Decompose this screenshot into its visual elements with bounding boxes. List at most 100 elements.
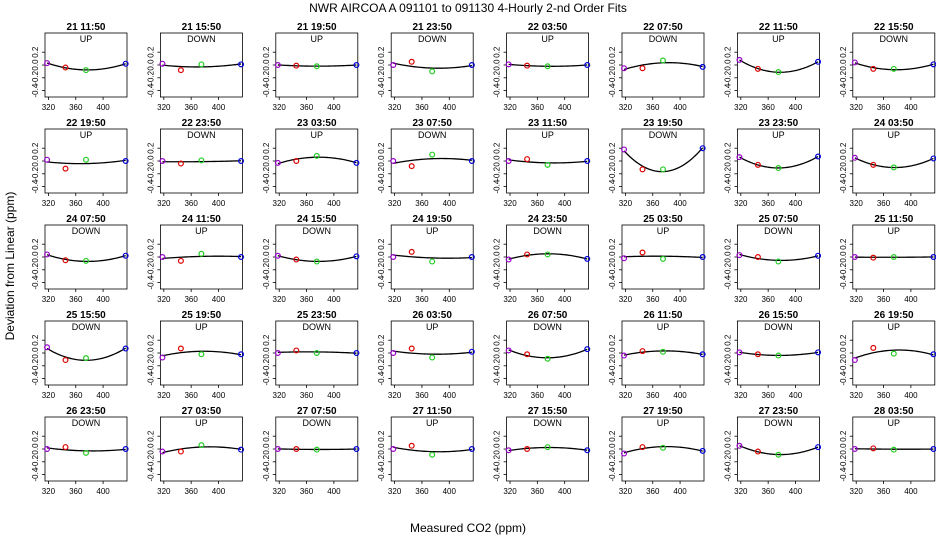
standard-point — [468, 446, 475, 453]
standard-point — [468, 61, 475, 68]
y-tick-label: 0.0 — [608, 251, 617, 263]
fit-curve — [739, 351, 819, 357]
x-tick-label: 320 — [850, 487, 864, 496]
x-tick-label: 360 — [184, 199, 198, 208]
y-tick-label: -0.2 — [262, 70, 271, 84]
x-tick-label: 320 — [503, 199, 517, 208]
x-tick-label: 400 — [96, 391, 110, 400]
panel-time-label: 27 07:50 — [297, 406, 337, 417]
standard-point — [468, 254, 475, 261]
fit-curve — [393, 446, 472, 453]
standard-point — [390, 254, 397, 261]
x-tick-label: 320 — [503, 103, 517, 112]
x-tick-label: 320 — [157, 295, 171, 304]
standard-point — [82, 257, 89, 264]
standard-point — [775, 258, 782, 265]
x-tick-label: 400 — [673, 487, 687, 496]
fit-curve — [277, 448, 357, 451]
x-tick-label: 320 — [42, 295, 56, 304]
y-tick-label: -0.2 — [608, 262, 617, 276]
fit-curve — [46, 62, 126, 71]
y-tick-label: -0.2 — [493, 262, 502, 276]
y-tick-label: -0.4 — [146, 83, 155, 97]
y-axis-label: Deviation from Linear (ppm) — [3, 192, 17, 341]
y-tick-label: -0.4 — [262, 179, 271, 193]
panel-time-label: 28 03:50 — [874, 406, 914, 417]
x-tick-label: 360 — [415, 487, 429, 496]
standard-point — [584, 61, 591, 68]
y-tick-label: -0.2 — [839, 454, 848, 468]
fit-curve — [162, 160, 242, 163]
panel-direction-label: DOWN — [533, 418, 562, 428]
fit-curve — [623, 350, 703, 356]
fit-curve — [162, 350, 242, 357]
panel-direction-label: DOWN — [533, 226, 562, 236]
standard-point — [815, 58, 822, 65]
y-tick-label: -0.4 — [31, 83, 40, 97]
y-tick-label: 0.0 — [493, 59, 502, 71]
x-tick-label: 320 — [273, 199, 287, 208]
y-tick-label: 0.2 — [608, 430, 617, 442]
standard-point — [775, 165, 782, 172]
panel-time-label: 27 03:50 — [182, 406, 222, 417]
standard-point — [699, 254, 706, 261]
standard-point — [313, 63, 320, 70]
x-tick-label: 360 — [646, 199, 660, 208]
standard-point — [274, 446, 281, 453]
x-tick-label: 400 — [558, 487, 572, 496]
y-tick-label: -0.4 — [493, 179, 502, 193]
panel-direction-label: DOWN — [303, 322, 332, 332]
y-tick-label: 0.2 — [262, 142, 271, 154]
standard-point — [890, 446, 897, 453]
y-tick-label: 0.2 — [146, 46, 155, 58]
panel-direction-label: DOWN — [418, 34, 447, 44]
x-tick-label: 320 — [42, 199, 56, 208]
y-tick-label: 0.0 — [377, 443, 386, 455]
fit-curve — [854, 62, 934, 71]
standard-point — [198, 351, 205, 358]
standard-point — [815, 252, 822, 259]
x-tick-label: 320 — [619, 103, 633, 112]
fit-curve — [623, 62, 703, 71]
panel-direction-label: DOWN — [418, 130, 447, 140]
x-tick-label: 360 — [761, 391, 775, 400]
x-tick-label: 360 — [531, 487, 545, 496]
y-tick-label: -0.2 — [146, 262, 155, 276]
standard-point — [736, 154, 743, 161]
standard-point — [238, 446, 245, 453]
y-tick-label: -0.2 — [608, 70, 617, 84]
standard-point — [659, 348, 666, 355]
y-tick-label: -0.2 — [839, 166, 848, 180]
panel-direction-label: UP — [657, 322, 670, 332]
y-tick-label: 0.2 — [493, 46, 502, 58]
standard-point — [198, 250, 205, 257]
standard-point — [659, 57, 666, 64]
x-tick-label: 320 — [850, 199, 864, 208]
x-tick-label: 320 — [503, 487, 517, 496]
standard-point — [62, 165, 69, 172]
y-tick-label: 0.0 — [31, 59, 40, 71]
y-tick-label: 0.0 — [262, 443, 271, 455]
panel-direction-label: UP — [541, 34, 554, 44]
y-tick-label: 0.0 — [608, 155, 617, 167]
standard-point — [468, 158, 475, 165]
y-tick-label: -0.4 — [839, 179, 848, 193]
y-tick-label: -0.4 — [723, 179, 732, 193]
standard-point — [429, 151, 436, 158]
panel-time-label: 24 11:50 — [182, 214, 221, 225]
panel-direction-label: DOWN — [764, 418, 793, 428]
standard-point — [313, 350, 320, 357]
standard-point — [870, 445, 877, 452]
x-tick-label: 400 — [673, 103, 687, 112]
panel-direction-label: UP — [657, 226, 670, 236]
